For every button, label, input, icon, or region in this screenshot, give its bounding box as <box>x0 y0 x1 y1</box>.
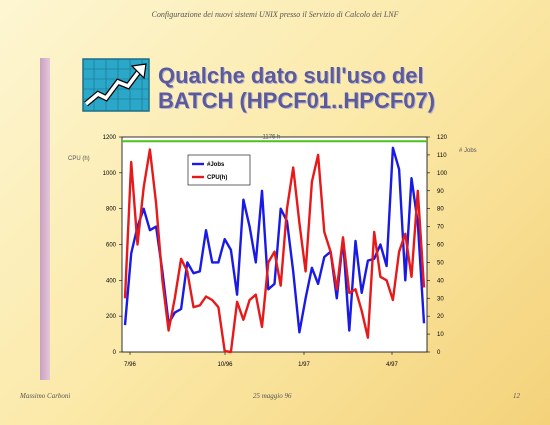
title-line-2: BATCH (HPCF01..HPCF07) <box>158 88 436 113</box>
right-axis-tick-label: 70 <box>437 225 444 231</box>
decorative-left-bar <box>40 58 50 380</box>
right-axis-tick-label: 0 <box>437 350 441 356</box>
footer-page-number: 12 <box>513 392 520 400</box>
x-axis-tick-label: 1/97 <box>298 362 310 368</box>
legend-entry: #Jobs <box>207 162 225 168</box>
legend-entry: CPU(h) <box>207 175 227 181</box>
right-axis-tick-label: 80 <box>437 207 444 213</box>
left-axis-tick-label: 600 <box>106 243 117 249</box>
growth-chart-icon <box>82 58 150 112</box>
right-axis-tick-label: 90 <box>437 189 444 195</box>
left-axis-tick-label: 200 <box>106 314 117 320</box>
right-axis-tick-label: 20 <box>437 314 444 320</box>
left-axis-tick-label: 1200 <box>103 135 117 141</box>
left-axis-tick-label: 0 <box>113 350 117 356</box>
right-axis-tick-label: 50 <box>437 260 444 266</box>
right-axis-tick-label: 30 <box>437 296 444 302</box>
x-axis-tick-label: 4/97 <box>386 362 398 368</box>
left-axis-tick-label: 1000 <box>103 171 117 177</box>
right-axis-tick-label: 120 <box>437 135 448 141</box>
legend <box>187 154 251 186</box>
slide-title: Qualche dato sull'uso del BATCH (HPCF01.… <box>158 63 435 113</box>
x-axis-tick-label: 10/96 <box>217 362 233 368</box>
right-axis-label: # Jobs <box>459 148 477 154</box>
right-axis-tick-label: 40 <box>437 278 444 284</box>
footer-date: 25 maggio 96 <box>253 392 292 400</box>
slide-header: Configurazione dei nuovi sistemi UNIX pr… <box>151 10 399 19</box>
left-axis-tick-label: 400 <box>106 278 117 284</box>
reference-line-label: 1176 h <box>262 134 280 140</box>
left-axis-tick-label: 800 <box>106 207 117 213</box>
series-line-jobs <box>123 146 426 334</box>
title-line-1: Qualche dato sull'uso del <box>158 63 424 88</box>
footer-author: Massimo Carboni <box>20 392 71 400</box>
right-axis-tick-label: 100 <box>437 171 448 177</box>
right-axis-tick-label: 60 <box>437 243 444 249</box>
right-axis-tick-label: 110 <box>437 153 447 159</box>
right-axis-tick-label: 10 <box>437 332 444 338</box>
series-line-cpu <box>123 148 426 354</box>
left-axis-label: CPU (h) <box>68 156 90 162</box>
x-axis-tick-label: 7/96 <box>124 362 136 368</box>
